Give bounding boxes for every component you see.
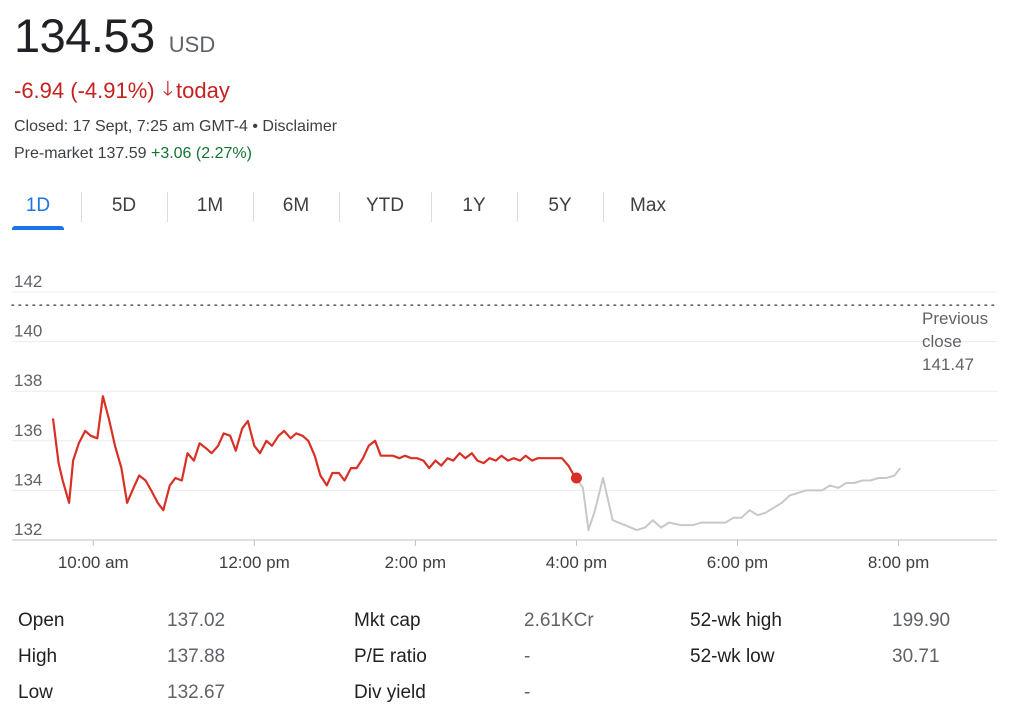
previous-close-label: close [922,332,962,351]
key-stats: Open 137.02 High 137.88 Low 132.67 Mkt c… [0,600,1024,710]
tab-divider [253,192,254,222]
stat-value-52wk-high: 199.90 [892,610,951,631]
tab-6m[interactable]: 6M [282,195,310,216]
premarket-label: Pre-market 137.59 [14,145,147,162]
stat-value-div-yield: - [524,682,531,703]
x-tick-label: 8:00 pm [868,553,929,572]
y-tick-label: 142 [14,272,42,291]
premarket-change: +3.06 (2.27%) [150,145,252,162]
tab-1d[interactable]: 1D [12,186,64,230]
stat-label-pe-ratio: P/E ratio [354,646,427,667]
stat-label-low: Low [18,682,53,703]
y-tick-label: 138 [14,371,42,390]
x-tick-label: 6:00 pm [707,553,768,572]
premarket-info: Pre-market 137.59 +3.06 (2.27%) [14,145,252,163]
tab-divider [517,192,518,222]
current-price: 134.53 [14,9,155,62]
tab-divider [431,192,432,222]
currency-code: USD [168,32,216,57]
previous-close-label: 141.47 [922,355,974,374]
change-suffix: today [176,78,230,103]
tab-divider [81,192,82,222]
tab-ytd[interactable]: YTD [366,195,404,216]
stat-value-pe-ratio: - [524,646,531,667]
stat-label-mkt-cap: Mkt cap [354,610,421,631]
stat-value-52wk-low: 30.71 [892,646,940,667]
price-chart[interactable]: 132 134 136 138 140 142 10:00 am 12:00 pm 2:00 p… [0,270,1024,580]
change-value: -6.94 (-4.91%) [14,78,155,103]
price-change: -6.94 (-4.91%) 🡓 today [14,74,230,108]
x-tick-label: 12:00 pm [219,553,290,572]
x-tick-label: 4:00 pm [546,553,607,572]
stat-label-52wk-low: 52-wk low [690,646,775,667]
after-hours-line [575,467,901,532]
tab-1m[interactable]: 1M [196,195,224,216]
tab-divider [339,192,340,222]
regular-session-line [51,395,578,512]
stat-value-high: 137.88 [167,646,226,667]
stat-label-52wk-high: 52-wk high [690,610,782,631]
stat-label-high: High [18,646,58,667]
tab-divider [603,192,604,222]
x-tick-label: 2:00 pm [385,553,446,572]
y-tick-label: 136 [14,421,42,440]
x-tick-label: 10:00 am [58,553,129,572]
y-tick-label: 140 [14,322,42,341]
stat-value-open: 137.02 [167,610,226,631]
stat-label-open: Open [18,610,65,631]
price-header: 134.53 USD [14,8,215,64]
arrow-down-icon: 🡓 [162,78,174,100]
stat-label-div-yield: Div yield [354,682,426,703]
y-tick-label: 132 [14,520,42,539]
tab-5y[interactable]: 5Y [548,195,572,216]
y-tick-label: 134 [14,470,42,489]
tab-divider [167,192,168,222]
market-status: Closed: 17 Sept, 7:25 am GMT-4 • Disclai… [14,118,338,135]
previous-close-label: Previous [922,309,988,328]
stat-value-mkt-cap: 2.61KCr [524,610,594,631]
close-point-marker [570,472,582,484]
tab-max[interactable]: Max [630,195,666,216]
stat-value-low: 132.67 [167,682,226,703]
tab-5d[interactable]: 5D [111,195,137,216]
tab-1y[interactable]: 1Y [462,195,486,216]
